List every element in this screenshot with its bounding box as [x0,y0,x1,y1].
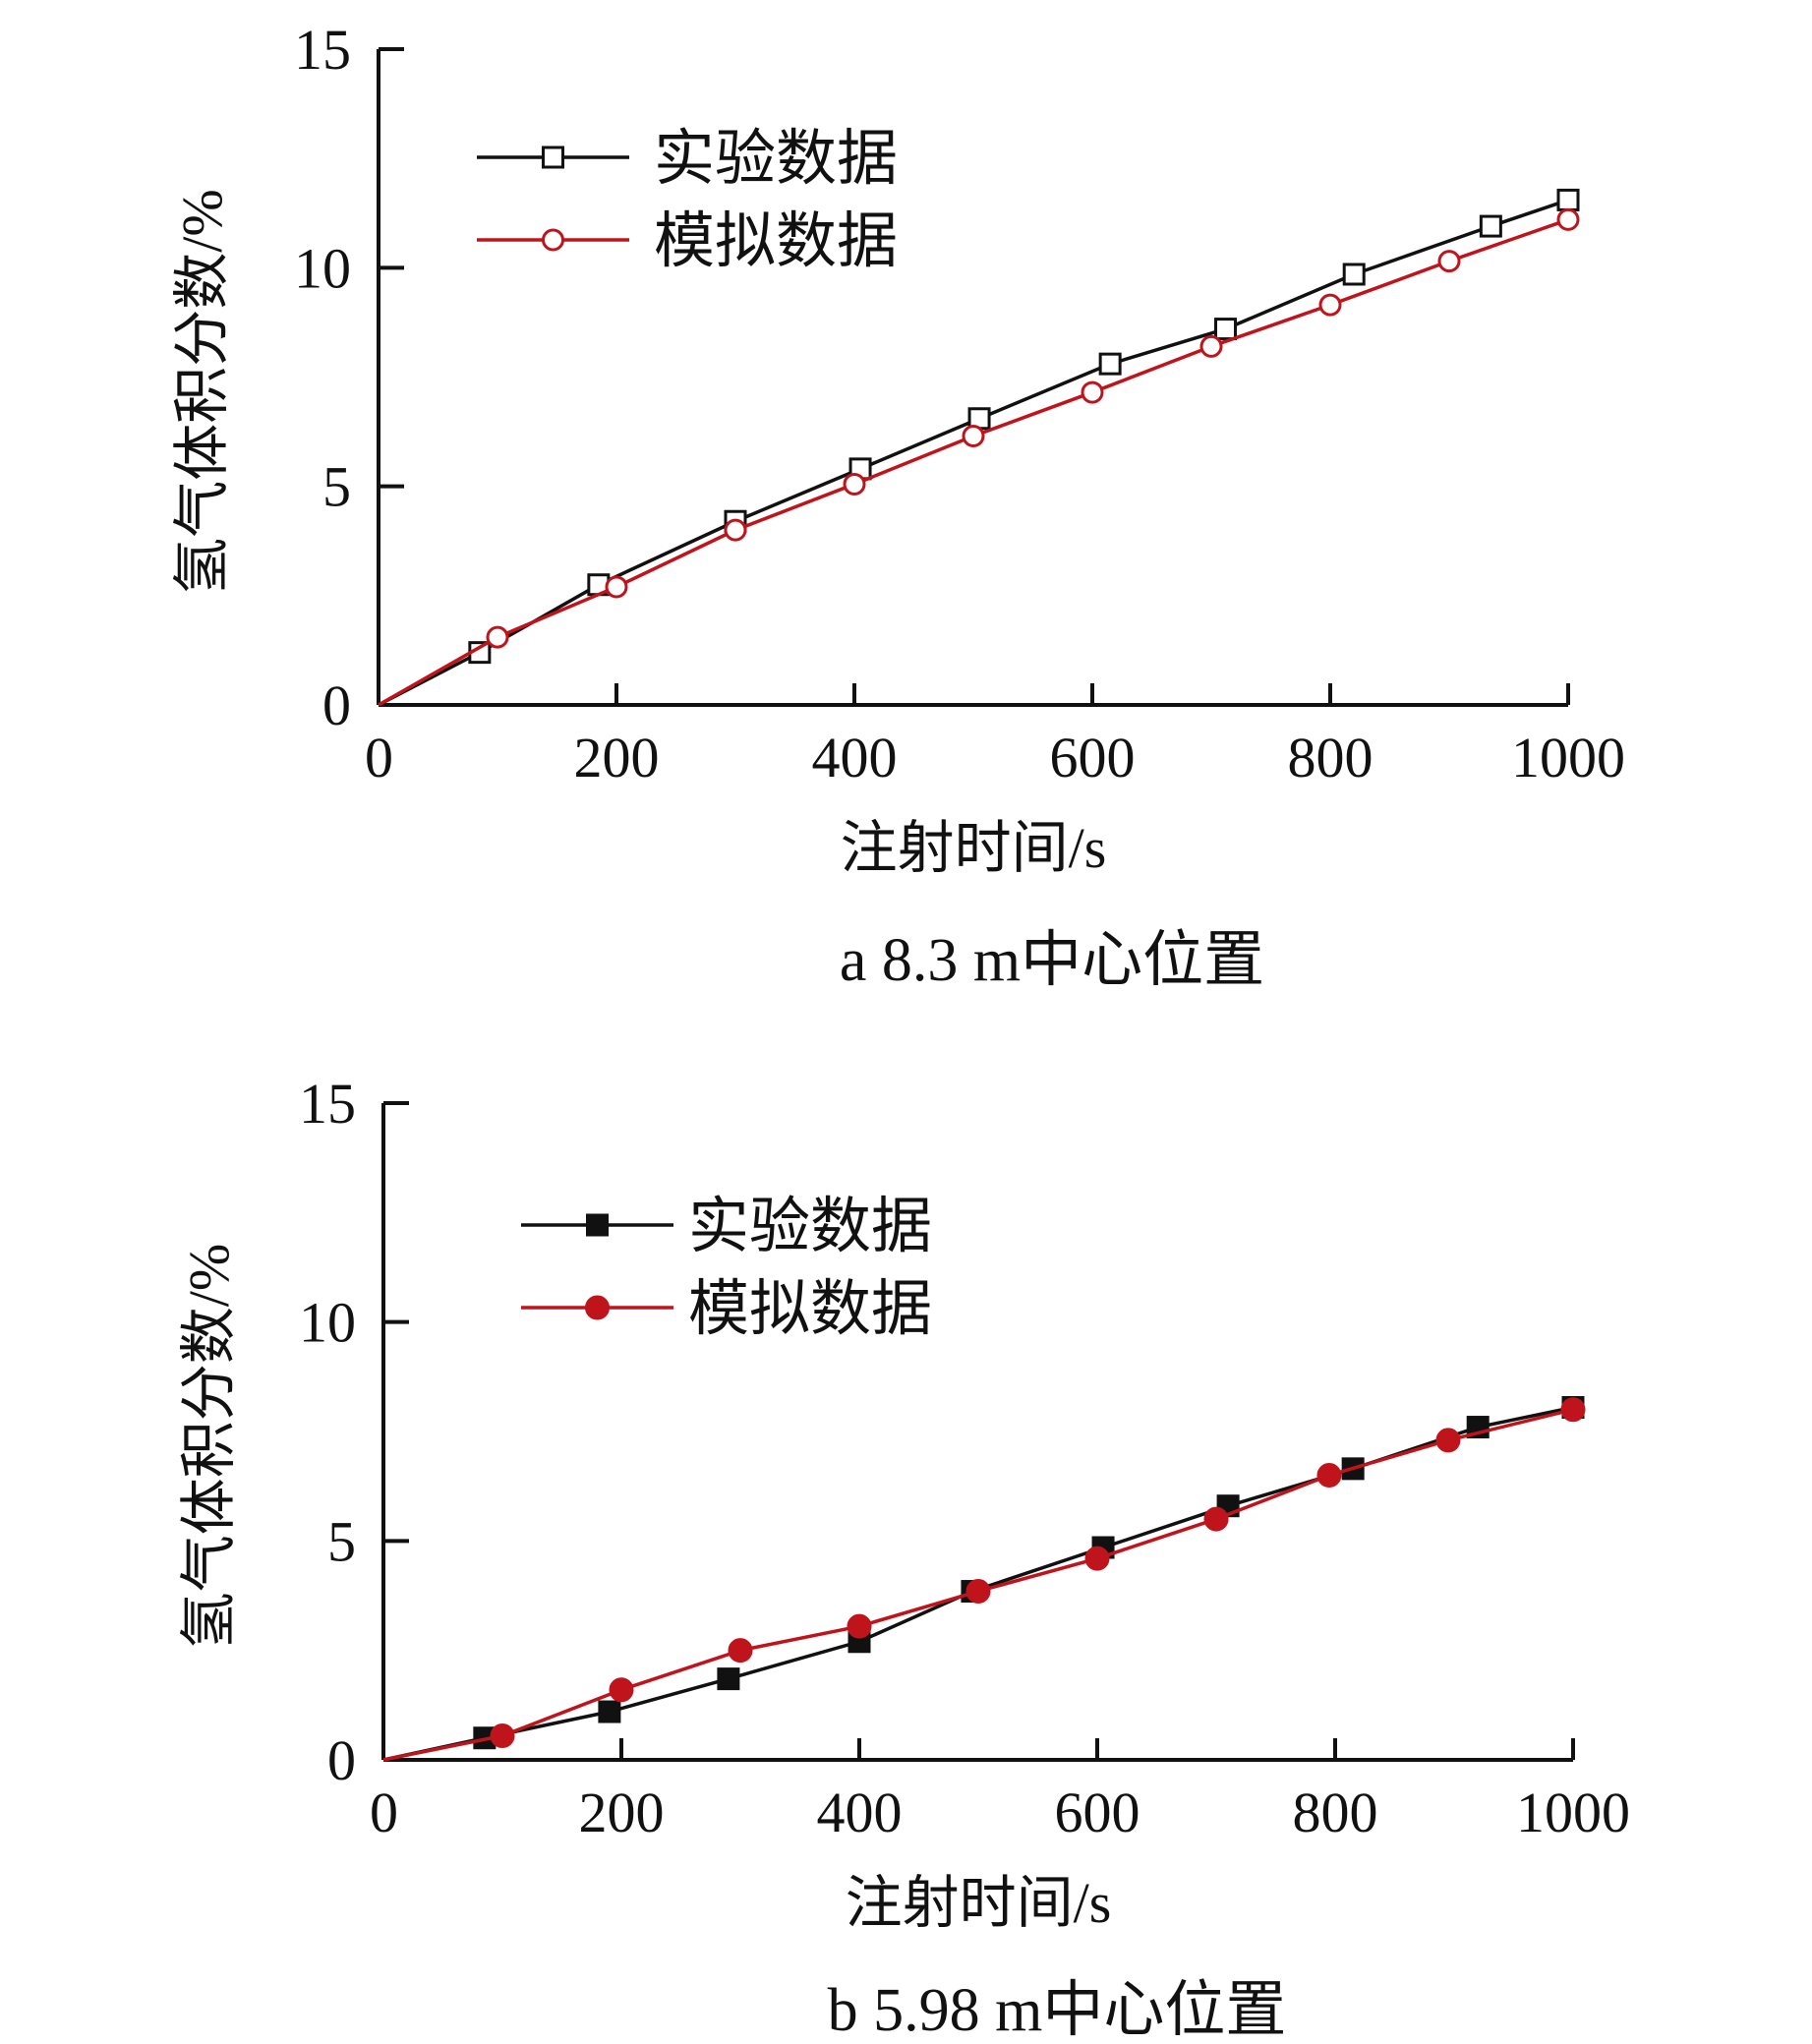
data-point-circle [1084,1546,1110,1571]
data-point-circle [1081,380,1104,404]
series-1 [378,207,1580,707]
x-axis-title: 注射时间/s [841,816,1107,880]
data-point-circle [965,1579,991,1605]
series-line [378,217,1569,707]
data-point-circle [843,472,866,496]
data-point-circle [1316,1463,1342,1489]
series-0 [378,188,1580,707]
legend-label: 模拟数据 [654,208,898,275]
y-tick-label: 10 [299,1291,356,1355]
legend-marker [542,228,564,252]
data-point-circle [847,1613,872,1639]
data-point-square [717,1667,740,1691]
legend-marker [542,146,564,169]
x-tick-label: 200 [574,726,660,789]
x-tick-label: 400 [812,726,898,789]
data-point-circle [728,1638,753,1664]
x-tick-label: 200 [579,1781,665,1844]
x-tick-label: 800 [1293,1781,1378,1844]
legend-label: 实验数据 [654,126,898,193]
data-point-circle [1556,207,1580,231]
legend-label: 实验数据 [688,1194,932,1260]
data-point-square [1098,352,1122,376]
chart-panel-0: 0 200 400 600 800 1000 0 5 10 15 注射时间/s 氢气体积分数/% a 8… [170,18,1625,994]
data-point-circle [486,625,509,649]
y-tick-label: 10 [294,236,351,300]
data-point-circle [490,1723,515,1749]
y-tick-label: 15 [294,18,351,82]
panel-caption: a 8.3 m中心位置 [840,927,1264,994]
data-point-square [1214,318,1238,341]
x-tick-label: 600 [1050,726,1136,789]
data-point-square [1479,214,1502,238]
chart-panel-1: 0 200 400 600 800 1000 0 5 10 15 注射时间/s 氢气体积分数/% b 5… [177,1072,1630,2044]
y-axis-title: 氢气体积分数/% [177,1244,241,1649]
x-tick-label: 0 [365,726,393,789]
data-point-square [598,1700,621,1723]
data-point-circle [1203,1506,1229,1532]
panel-caption: b 5.98 m中心位置 [828,1977,1287,2044]
y-tick-label: 5 [327,1509,356,1573]
data-point-circle [1318,293,1342,317]
data-point-square [1556,188,1580,211]
x-tick-label: 600 [1055,1781,1140,1844]
y-axis-title: 氢气体积分数/% [170,189,234,594]
legend-marker [586,1213,609,1237]
data-point-circle [609,1677,634,1703]
series-line [378,198,1569,707]
x-tick-label: 800 [1288,726,1374,789]
data-point-circle [605,575,628,599]
y-tick-label: 15 [299,1072,356,1136]
x-tick-label: 0 [370,1781,398,1844]
data-point-circle [724,518,747,542]
legend-label: 模拟数据 [688,1276,932,1343]
data-point-square [1342,263,1366,286]
x-tick-label: 1000 [1516,1781,1630,1844]
data-point-circle [1199,334,1223,358]
data-point-circle [1435,1428,1461,1453]
series-1 [382,1397,1586,1762]
data-point-circle [1437,250,1461,273]
x-tick-label: 1000 [1511,726,1625,789]
x-axis-title: 注射时间/s [846,1871,1112,1935]
y-tick-label: 0 [322,673,351,737]
y-tick-label: 0 [327,1728,356,1792]
x-tick-label: 400 [817,1781,903,1844]
data-point-circle [962,425,985,448]
data-point-circle [1560,1397,1586,1423]
legend-marker [585,1295,610,1320]
y-tick-label: 5 [322,455,351,519]
